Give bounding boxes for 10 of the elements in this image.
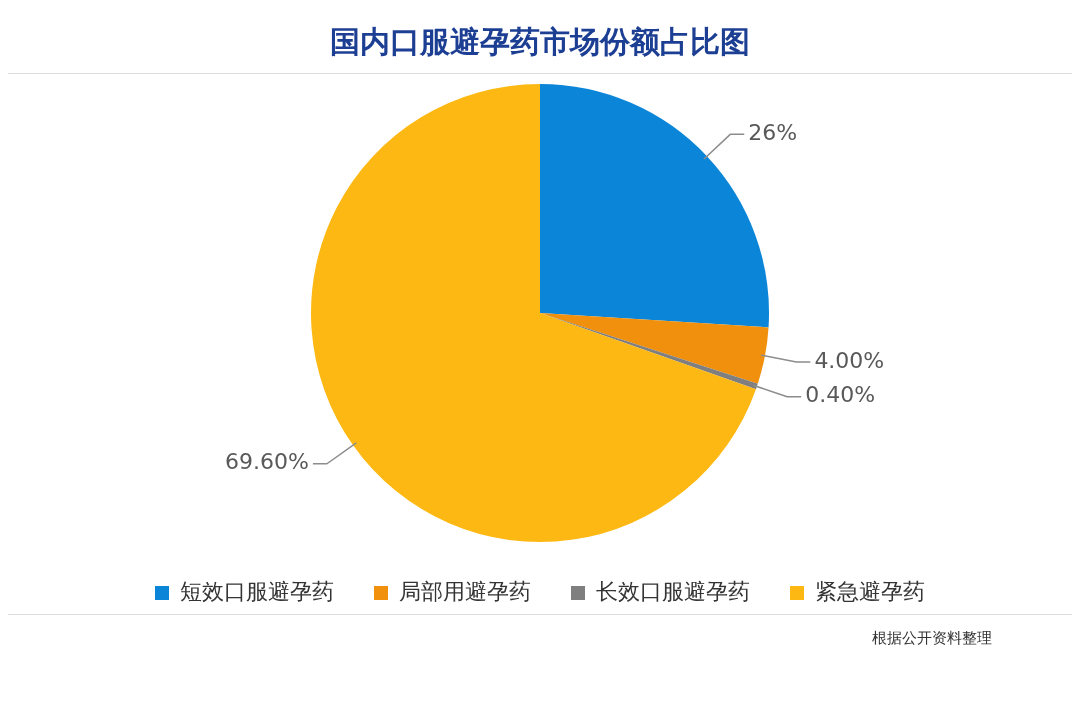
data-label: 26% [748,120,798,146]
text: 根据公开资料整理 [871,629,992,648]
data-label: 0.40% [805,382,876,408]
data-label: 69.60% [225,449,309,475]
data-label: 4.00% [814,347,885,373]
legend-label: 短效口服避孕药 [180,578,334,604]
legend-label: 紧急避孕药 [815,578,925,604]
legend-label: 长效口服避孕药 [596,578,750,604]
chart-title: 国内口服避孕药市场份额占比图 [8,8,1072,74]
legend-label: 局部用避孕药 [399,578,531,604]
